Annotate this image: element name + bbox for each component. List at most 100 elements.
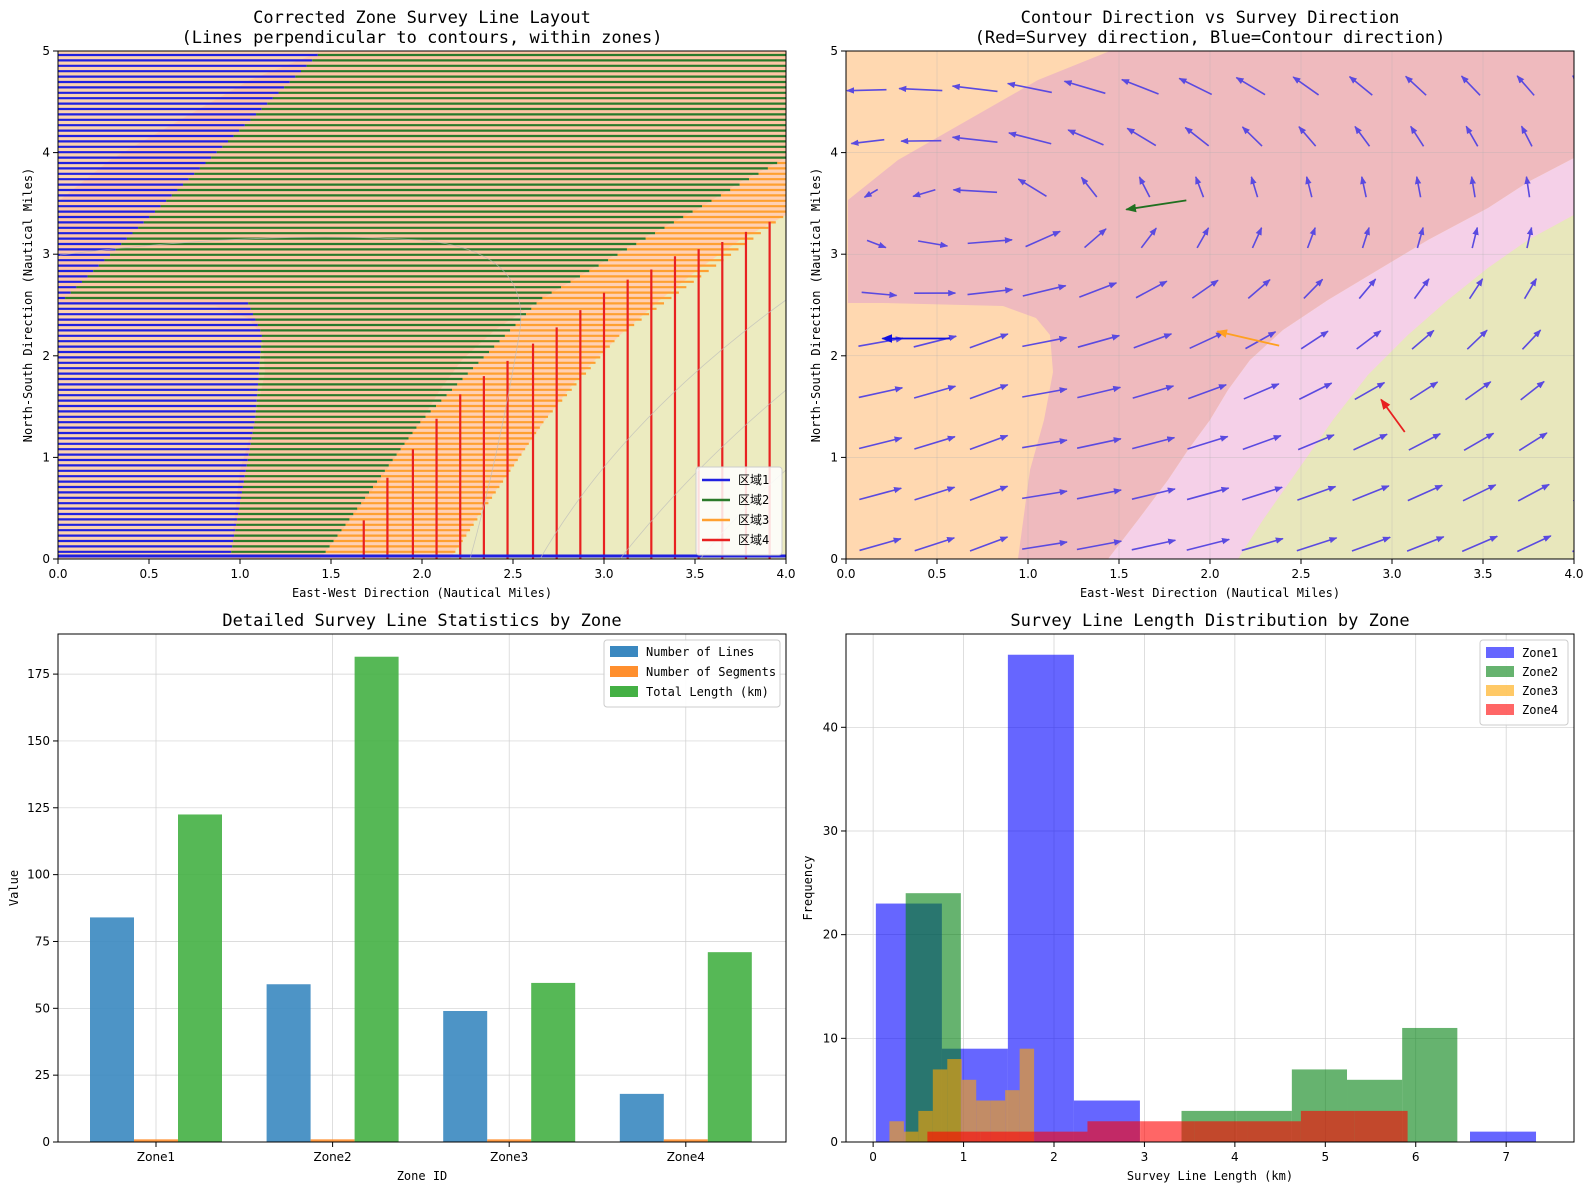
contour-arrow xyxy=(1022,438,1068,449)
y-tick-label: 0 xyxy=(42,1135,50,1149)
contour-arrow xyxy=(1354,125,1371,147)
contour-arrow xyxy=(1247,279,1271,299)
contour-arrow xyxy=(1241,537,1284,552)
chart-title-line2: (Lines perpendicular to contours, within… xyxy=(181,28,662,48)
contour-arrow xyxy=(1360,176,1367,198)
grid xyxy=(846,634,1574,1143)
contour-arrow xyxy=(969,384,1009,400)
contour-arrow xyxy=(1300,330,1329,350)
legend-label-zone3: Zone3 xyxy=(1522,684,1558,698)
contour-arrow xyxy=(1461,535,1499,553)
contour-arrow xyxy=(1576,381,1590,400)
contour-arrow xyxy=(912,188,936,198)
x-tick-label: 1.0 xyxy=(230,567,249,581)
x-tick-label: 0.5 xyxy=(139,567,158,581)
contour-arrow xyxy=(1411,329,1435,350)
contour-arrow xyxy=(1460,75,1481,96)
contour-arrow xyxy=(1076,539,1123,551)
zone4-region xyxy=(1238,215,1574,559)
contour-arrow xyxy=(1580,279,1590,299)
contour-arrow xyxy=(1469,175,1476,198)
x-ticks: Zone1 Zone2 Zone3 Zone4 xyxy=(137,1142,705,1164)
contour-arrow xyxy=(1077,334,1121,348)
contour-arrow xyxy=(969,485,1009,501)
bar-lines xyxy=(266,984,311,1142)
contour-arrow xyxy=(1079,282,1118,298)
legend-swatch-zone4 xyxy=(1486,704,1514,715)
contour-arrow xyxy=(1298,126,1317,147)
x-axis-label: East-West Direction (Nautical Miles) xyxy=(292,586,552,600)
bar-length xyxy=(178,814,222,1142)
contour-arrow xyxy=(1577,126,1586,146)
x-tick-label: 2.0 xyxy=(412,567,431,581)
contour-arrow xyxy=(1463,432,1495,451)
contour-arrow xyxy=(1022,284,1067,297)
x-tick-label: 0 xyxy=(869,1150,877,1164)
hist-bar-zone1 xyxy=(1007,654,1074,1142)
contour-arrow xyxy=(1022,335,1068,348)
bar-segments xyxy=(487,1139,532,1142)
contour-arrow xyxy=(1077,385,1122,399)
plot-frame xyxy=(845,633,1575,1143)
y-tick-label: 2 xyxy=(830,349,838,363)
contour-arrow xyxy=(1025,230,1061,248)
x-tick-label: 4.0 xyxy=(1564,567,1583,581)
legend-swatch-length xyxy=(610,686,638,697)
x-tick-label: Zone1 xyxy=(137,1150,175,1164)
contour-arrow xyxy=(1250,176,1259,198)
y-ticks: 0 10 20 30 40 xyxy=(823,720,846,1149)
contour-arrow xyxy=(858,386,904,399)
x-tick-label: 5 xyxy=(1321,1150,1329,1164)
contour-arrow xyxy=(1458,26,1482,44)
contour-arrow xyxy=(914,486,956,501)
contour-arrow xyxy=(1245,331,1277,350)
y-axis-label: North-South Direction (Nautical Miles) xyxy=(809,168,823,443)
contour-arrow xyxy=(1523,278,1538,300)
x-ticks: 0 1 2 3 4 5 6 7 xyxy=(869,1142,1510,1164)
contour-arrow xyxy=(1465,125,1479,147)
y-tick-label: 0 xyxy=(830,1135,838,1149)
contour-arrow xyxy=(1022,489,1068,500)
legend-swatch-zone3 xyxy=(1486,685,1514,696)
legend-box xyxy=(1479,639,1569,726)
contour-arrow xyxy=(1572,499,1574,502)
contour-arrow xyxy=(1022,540,1068,550)
grid xyxy=(58,634,786,1143)
contour-arrow xyxy=(1140,227,1157,249)
hist-panel: 0 1 2 3 4 5 6 7 0 10 20 30 40 Survey Line Length Di… xyxy=(801,611,1575,1183)
hist-bar-zone3 xyxy=(889,1121,904,1142)
contour-arrow xyxy=(1297,485,1337,501)
hist-bar-zone4 xyxy=(1140,1121,1195,1142)
x-tick-label: 1.5 xyxy=(1109,567,1128,581)
contour-arrow xyxy=(1569,26,1590,45)
x-tick-label: Zone2 xyxy=(314,1150,352,1164)
x-tick-label: 7 xyxy=(1502,1150,1510,1164)
contour-arrow xyxy=(859,537,902,552)
x-tick-label: 0.5 xyxy=(927,567,946,581)
bar-segments xyxy=(663,1139,708,1142)
bar-lines xyxy=(90,917,134,1142)
legend-label-zone2: 区域2 xyxy=(738,493,769,507)
x-tick-label: 6 xyxy=(1412,1150,1420,1164)
y-tick-label: 100 xyxy=(27,868,50,882)
contour-arrow xyxy=(967,237,1013,245)
contour-arrow xyxy=(861,291,898,299)
hist-bar-zone4 xyxy=(1194,1121,1248,1142)
y-tick-label: 0 xyxy=(42,552,50,566)
contour-arrow xyxy=(952,187,998,194)
contour-line xyxy=(59,236,522,559)
contour-arrow xyxy=(1414,175,1422,198)
x-tick-label: 3.0 xyxy=(594,567,613,581)
direction-panel: 0.0 0.5 1.0 1.5 2.0 2.5 3.0 3.5 4.0 0 1 2 3 4 5 Conto… xyxy=(809,8,1590,600)
hist-bar-zone3 xyxy=(903,1131,919,1142)
bars xyxy=(90,656,752,1142)
y-tick-label: 40 xyxy=(823,720,838,734)
survey-direction-arrows xyxy=(881,199,1406,433)
survey-direction-arrow xyxy=(1125,199,1187,213)
contour-arrow xyxy=(1521,329,1542,350)
contour-arrow xyxy=(1187,435,1229,450)
chart-title-line1: Contour Direction vs Survey Direction xyxy=(1021,8,1400,28)
hist-bar-zone3 xyxy=(947,1059,962,1142)
x-tick-label: 2 xyxy=(1050,1150,1058,1164)
contour-arrow xyxy=(1514,26,1536,45)
